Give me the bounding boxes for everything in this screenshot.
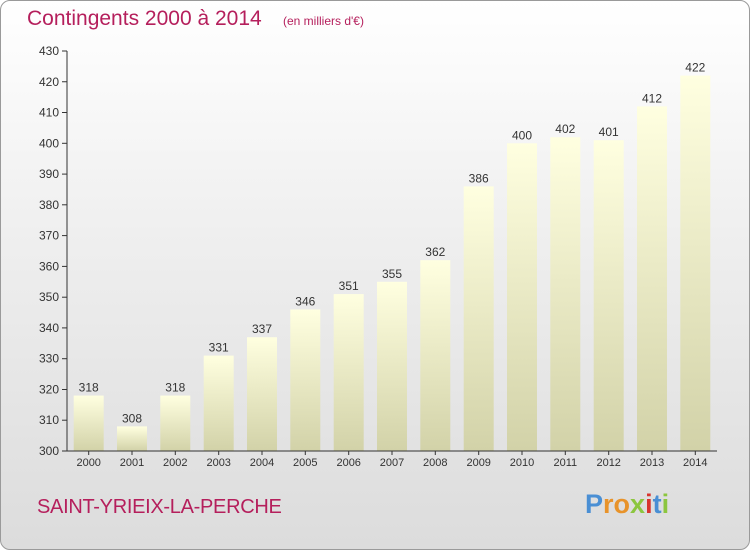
y-tick-label-410: 410 [39,106,59,120]
y-tick-label-360: 360 [39,259,59,273]
x-tick-label-2012: 2012 [596,457,620,469]
y-tick-label-370: 370 [39,229,59,243]
y-tick-label-320: 320 [39,383,59,397]
x-tick-label-2001: 2001 [120,457,144,469]
y-tick-label-330: 330 [39,352,59,366]
bar-2006 [333,294,364,451]
bar-2003 [203,355,234,451]
bar-2005 [290,309,321,451]
data-label-2003: 331 [209,341,229,355]
data-label-2010: 400 [512,128,532,142]
chart-subtitle: (en milliers d'€) [283,14,364,28]
y-tick-label-380: 380 [39,198,59,212]
x-tick-label-2004: 2004 [250,457,274,469]
data-label-2004: 337 [252,322,272,336]
x-tick-label-2009: 2009 [466,457,490,469]
y-tick-label-390: 390 [39,167,59,181]
bar-2010 [507,143,537,452]
x-tick-label-2008: 2008 [423,457,447,469]
y-tick-label-310: 310 [39,413,59,427]
bar-2009 [463,186,494,451]
bar-2004 [247,337,277,451]
bar-2000 [73,395,104,451]
data-label-2014: 422 [685,61,705,75]
x-tick-label-2006: 2006 [336,457,360,469]
y-tick-label-420: 420 [39,75,59,89]
bar-2002 [160,395,191,451]
y-tick-label-400: 400 [39,136,59,150]
y-tick-label-430: 430 [39,44,59,58]
data-label-2000: 318 [79,381,99,395]
data-label-2002: 318 [165,381,185,395]
data-label-2009: 386 [469,171,489,185]
data-label-2011: 402 [555,122,575,136]
proxiti-logo[interactable]: Proxiti [585,489,670,519]
x-tick-label-2011: 2011 [553,457,577,469]
data-label-2012: 401 [599,125,619,139]
commune-name: SAINT-YRIEIX-LA-PERCHE [37,496,282,518]
x-tick-label-2002: 2002 [163,457,187,469]
bar-2012 [593,140,624,451]
bar-2001 [117,426,147,451]
bar-2007 [377,281,407,451]
bar-2013 [637,106,667,452]
bar-2008 [420,260,451,451]
y-tick-label-300: 300 [39,444,59,458]
x-tick-label-2013: 2013 [640,457,664,469]
data-label-2007: 355 [382,267,402,281]
data-label-2001: 308 [122,411,142,425]
bar-2014 [680,75,711,451]
data-label-2005: 346 [295,295,315,309]
chart-title: Contingents 2000 à 2014 [27,7,262,30]
x-tick-label-2010: 2010 [510,457,534,469]
y-tick-label-340: 340 [39,321,59,335]
data-label-2006: 351 [339,279,359,293]
data-label-2008: 362 [425,245,445,259]
data-label-2013: 412 [642,91,662,105]
x-tick-label-2007: 2007 [380,457,404,469]
x-tick-label-2003: 2003 [206,457,230,469]
y-tick-label-350: 350 [39,290,59,304]
bar-2011 [550,137,581,451]
x-tick-label-2000: 2000 [76,457,100,469]
x-tick-label-2014: 2014 [683,457,707,469]
x-tick-label-2005: 2005 [293,457,317,469]
